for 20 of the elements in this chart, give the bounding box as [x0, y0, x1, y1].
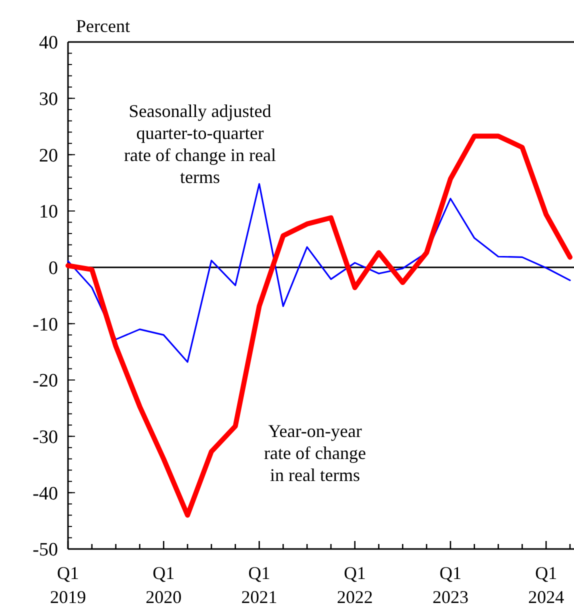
y-tick-label: 40	[39, 32, 58, 54]
line-series	[67, 183, 571, 363]
y-tick-label: -40	[32, 483, 58, 504]
x-tick-label: Q1 2021	[241, 563, 278, 607]
series-label: Year-on-year rate of change in real terms	[264, 421, 366, 485]
y-tick-label: 20	[39, 145, 58, 166]
x-tick-label: Q1 2023	[432, 563, 468, 607]
x-tick-label: Q1 2020	[146, 563, 182, 607]
y-tick-label: 30	[39, 88, 58, 110]
x-tick-label: Q1 2022	[336, 563, 373, 607]
y-tick-label: 0	[48, 258, 58, 279]
y-tick-label: -30	[32, 426, 58, 448]
y-tick-label: -20	[32, 370, 58, 392]
y-axis-title: Percent	[76, 16, 130, 36]
series-label: Seasonally adjusted quarter-to-quarter rate of change in real terms	[124, 101, 276, 187]
y-tick-label: -10	[32, 314, 58, 336]
x-tick-label: Q1 2019	[50, 563, 86, 607]
x-tick-label: Q1 2024	[528, 563, 564, 607]
y-tick-label: 10	[39, 202, 58, 223]
y-tick-label: -50	[32, 540, 58, 561]
